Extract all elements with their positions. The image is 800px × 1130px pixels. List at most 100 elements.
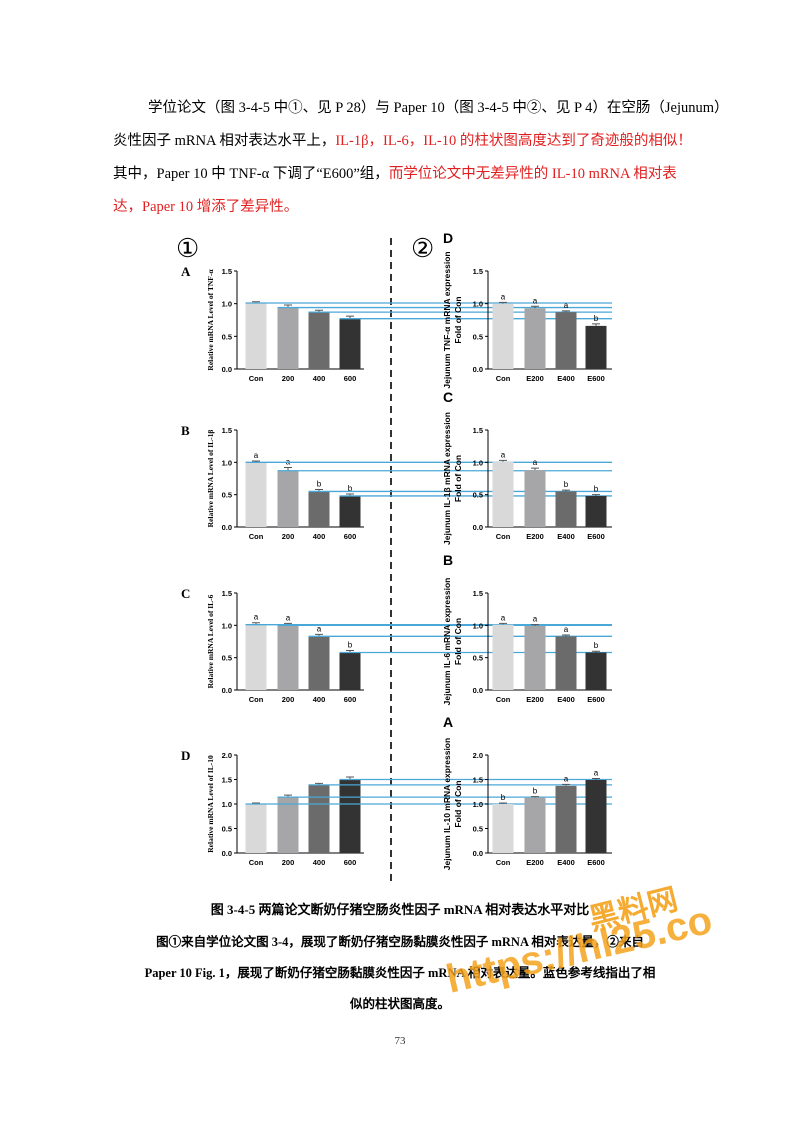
bar-chart: B Relative mRNA Level of IL-1β 0.0 0.5 1.0 1.… [181,423,364,541]
bar [245,624,267,690]
bar-chart: A Jejunum IL-10 mRNA expression Fold of Co… [442,714,612,870]
y-tick-label: 0.5 [222,332,232,341]
figure-label: ② [411,234,434,263]
bar [277,470,299,527]
significance-letter: b [317,479,322,488]
bar-chart: B Jejunum IL-6 mRNA expression Fold of Con… [442,552,612,705]
y-tick-label: 1.5 [222,426,232,435]
bar [492,303,514,369]
error-bar [531,624,539,626]
text-run: 达，Paper 10 增添了差异性。 [113,198,298,215]
bar-chart: C Relative mRNA Level of IL-6 0.0 0.5 1.0 1.5… [181,586,364,704]
panel-letter: B [181,423,190,438]
caption-note: 似的柱状图高度。 [349,996,450,1011]
y-tick-label: 0.5 [473,491,483,500]
error-bar [531,467,539,471]
bar [339,495,361,527]
y-axis-label: Fold of Con [453,296,463,343]
caption-title: 图 3-4-5 两篇论文断奶仔猪空肠炎性因子 mRNA 相对表达水平对比 [211,902,589,917]
significance-letter: a [564,301,569,310]
error-bar [592,650,600,653]
y-tick-label: 0.0 [222,523,232,532]
figure-label: ① [176,234,199,263]
y-axis-label: Fold of Con [453,455,463,502]
significance-letter: b [348,641,353,650]
y-tick-label: 0.0 [222,365,232,374]
x-tick-label: Con [249,374,264,383]
paragraph-line: 达，Paper 10 增添了差异性。 [113,198,298,215]
y-axis-label: Jejunum IL-1β mRNA expression [442,412,452,545]
x-tick-label: 200 [282,532,295,541]
bar [308,784,330,853]
y-axis-label: Relative mRNA Level of IL-10 [206,755,215,853]
page-number: 73 [395,1035,407,1047]
significance-letter: a [286,613,291,622]
x-tick-label: E200 [526,858,544,867]
y-tick-label: 0.5 [222,654,232,663]
bar [492,804,514,853]
panel-letter: A [181,264,191,279]
significance-letter: b [594,485,599,494]
text-run: IL-1β，IL-6，IL-10 的柱状图高度达到了奇迹般的相似！ [335,132,692,149]
y-tick-label: 1.5 [222,267,232,276]
x-tick-label: Con [249,532,264,541]
y-tick-label: 1.0 [473,800,483,809]
y-axis-label: Relative mRNA Level of IL-1β [206,430,215,528]
x-tick-label: E600 [587,858,605,867]
bar [277,307,299,369]
x-tick-label: E400 [557,858,575,867]
error-bar [531,796,539,798]
y-axis-label: Jejunum IL-6 mRNA expression [442,578,452,706]
panel-letter: B [443,552,453,568]
x-tick-label: Con [496,858,511,867]
panel-letter: C [443,389,453,405]
bar [585,325,607,369]
x-tick-label: 600 [344,858,357,867]
y-tick-label: 1.0 [473,458,483,467]
significance-letter: a [533,458,538,467]
significance-letter: a [564,774,569,783]
bar [585,779,607,853]
bar [492,461,514,527]
text-run: 而学位论文中无差异性的 IL-10 mRNA 相对表 [389,165,677,182]
bar [277,797,299,853]
paragraph-line: 其中，Paper 10 中 TNF-α 下调了“E600”组，而学位论文中无差异… [113,165,677,182]
error-bar [592,494,600,496]
y-tick-label: 1.0 [222,300,232,309]
significance-letter: b [501,793,506,802]
y-tick-label: 0.0 [222,686,232,695]
significance-letter: a [533,296,538,305]
significance-letter: a [564,625,569,634]
y-tick-label: 1.0 [473,300,483,309]
caption-note: Paper 10 Fig. 1，展现了断奶仔猪空肠黏膜炎性因子 mRNA 相对表… [145,965,656,980]
x-tick-label: 400 [313,532,326,541]
x-tick-label: E400 [557,695,575,704]
y-axis-label: Jejunum IL-10 mRNA expression [442,738,452,870]
bar [555,312,577,369]
y-tick-label: 1.0 [222,458,232,467]
significance-letter: a [254,451,259,460]
x-tick-label: 200 [282,858,295,867]
panel-letter: D [181,748,190,763]
x-tick-label: E200 [526,532,544,541]
error-bar [499,622,507,625]
error-bar [592,323,600,326]
y-tick-label: 0.5 [473,825,483,834]
error-bar [499,301,507,304]
bar [277,625,299,690]
x-tick-label: 400 [313,695,326,704]
error-bar [562,489,570,492]
y-axis-label: Fold of Con [453,618,463,665]
x-tick-label: E200 [526,374,544,383]
y-tick-label: 1.0 [473,621,483,630]
bar [524,797,546,853]
y-tick-label: 1.5 [473,267,483,276]
y-axis-label: Jejunum TNF-α mRNA expression [442,251,452,388]
panel-letter: C [181,586,190,601]
error-bar [562,310,570,313]
bar [339,318,361,369]
y-tick-label: 1.0 [222,800,232,809]
bar-chart: C Jejunum IL-1β mRNA expression Fold of Co… [442,389,612,545]
bar [339,779,361,853]
